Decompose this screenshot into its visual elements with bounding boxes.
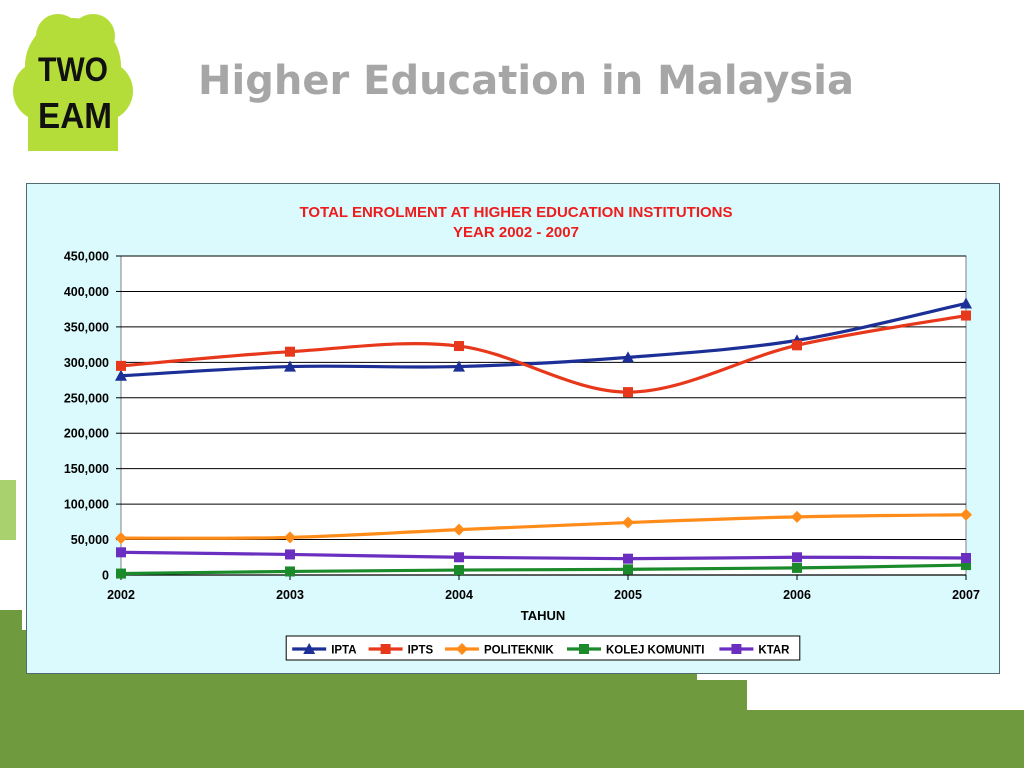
legend-label: KTAR bbox=[758, 645, 790, 657]
data-point-ktar bbox=[454, 552, 464, 563]
series-ipts bbox=[116, 310, 971, 398]
data-point-ipts bbox=[116, 360, 126, 371]
plot-area bbox=[120, 255, 967, 576]
data-point-politeknik bbox=[622, 516, 634, 529]
series-politeknik bbox=[115, 508, 972, 545]
data-point-ipts bbox=[623, 387, 633, 398]
logo-text-bottom: EAM bbox=[38, 95, 112, 136]
logo-tree-icon: TWO EAM bbox=[13, 14, 133, 151]
data-point-ktar bbox=[116, 547, 126, 558]
data-point-politeknik bbox=[115, 532, 127, 545]
data-point-kolej-komuniti bbox=[792, 562, 802, 573]
data-point-ipta bbox=[960, 297, 972, 309]
x-tick-label: 2003 bbox=[276, 588, 304, 602]
data-point-ktar bbox=[961, 552, 971, 563]
series-line-ipts bbox=[120, 313, 967, 394]
x-tick-label: 2005 bbox=[614, 588, 642, 602]
legend-item-kolej-komuniti: KOLEJ KOMUNITI bbox=[567, 644, 704, 657]
enrolment-line-chart: TOTAL ENROLMENT AT HIGHER EDUCATION INST… bbox=[64, 204, 980, 661]
chart-panel: TOTAL ENROLMENT AT HIGHER EDUCATION INST… bbox=[26, 183, 1000, 674]
data-point-ipta bbox=[453, 360, 465, 372]
x-tick-label: 2002 bbox=[107, 588, 135, 602]
data-point-politeknik bbox=[284, 531, 296, 544]
y-tick-label: 100,000 bbox=[64, 498, 109, 512]
y-tick-label: 300,000 bbox=[64, 356, 109, 370]
series-line-kolej-komuniti bbox=[120, 563, 967, 576]
data-point-kolej-komuniti bbox=[623, 564, 633, 575]
data-point-ipta bbox=[622, 351, 634, 363]
legend-label: IPTS bbox=[408, 645, 434, 657]
legend-label: POLITEKNIK bbox=[484, 645, 554, 657]
legend-swatch-marker bbox=[579, 644, 589, 654]
data-point-ktar bbox=[792, 552, 802, 563]
y-tick-label: 0 bbox=[102, 569, 109, 583]
series-ktar bbox=[116, 547, 971, 564]
data-point-politeknik bbox=[453, 523, 465, 536]
data-point-ipta bbox=[284, 360, 296, 372]
data-point-kolej-komuniti bbox=[285, 566, 295, 577]
data-point-kolej-komuniti bbox=[116, 568, 126, 579]
legend-label: KOLEJ KOMUNITI bbox=[606, 645, 704, 657]
data-point-ktar bbox=[623, 553, 633, 564]
data-point-ktar bbox=[285, 549, 295, 560]
logo-text-top: TWO bbox=[38, 51, 108, 89]
chart-subtitle: YEAR 2002 - 2007 bbox=[453, 224, 579, 241]
chart-title: TOTAL ENROLMENT AT HIGHER EDUCATION INST… bbox=[299, 204, 732, 221]
legend-swatch-marker bbox=[303, 643, 316, 654]
data-point-kolej-komuniti bbox=[454, 565, 464, 576]
legend-item-ipta: IPTA bbox=[292, 643, 357, 657]
legend-swatch-marker bbox=[380, 644, 391, 654]
legend-item-ipts: IPTS bbox=[368, 644, 434, 657]
y-tick-label: 450,000 bbox=[64, 250, 109, 264]
y-tick-label: 400,000 bbox=[64, 285, 109, 299]
y-tick-label: 250,000 bbox=[64, 391, 109, 405]
x-axis-label: TAHUN bbox=[521, 608, 566, 623]
y-tick-label: 350,000 bbox=[64, 320, 109, 334]
data-point-politeknik bbox=[960, 508, 972, 521]
series-ipta bbox=[115, 297, 972, 381]
series-line-ktar bbox=[120, 550, 967, 561]
legend-label: IPTA bbox=[331, 645, 356, 657]
slide-title: Higher Education in Malaysia bbox=[198, 58, 854, 104]
data-point-ipts bbox=[792, 340, 802, 351]
data-point-ipts bbox=[285, 346, 295, 357]
series-line-politeknik bbox=[120, 513, 967, 540]
data-point-kolej-komuniti bbox=[961, 560, 971, 571]
data-point-ipts bbox=[961, 310, 971, 321]
y-tick-label: 150,000 bbox=[64, 462, 109, 476]
x-tick-label: 2006 bbox=[783, 588, 811, 602]
x-tick-label: 2004 bbox=[445, 588, 473, 602]
data-point-ipts bbox=[454, 341, 464, 352]
legend-item-politeknik: POLITEKNIK bbox=[445, 643, 554, 657]
series-line-ipta bbox=[120, 301, 967, 378]
legend-swatch-marker bbox=[731, 644, 742, 654]
x-tick-label: 2007 bbox=[952, 588, 980, 602]
legend-swatch-marker bbox=[456, 643, 468, 655]
data-point-ipta bbox=[115, 369, 127, 381]
legend-item-ktar: KTAR bbox=[719, 644, 790, 657]
y-tick-label: 200,000 bbox=[64, 427, 109, 441]
y-tick-label: 50,000 bbox=[71, 533, 109, 547]
series-kolej-komuniti bbox=[116, 560, 971, 579]
